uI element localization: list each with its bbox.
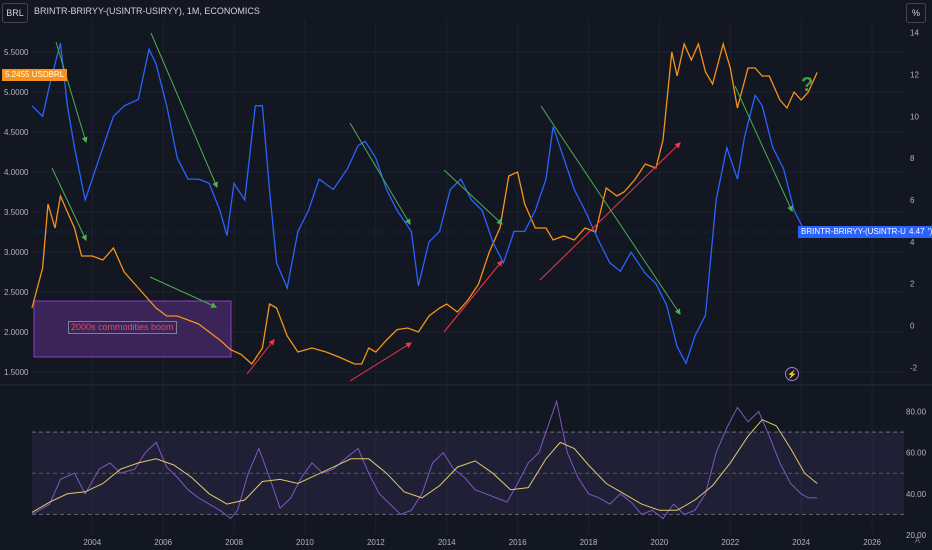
usdbrl-line <box>31 41 818 365</box>
percent-scale-button[interactable]: % <box>906 3 926 23</box>
auto-scale-button[interactable]: A <box>914 536 920 545</box>
rsi-tick-label: 40.00 <box>906 490 927 499</box>
x-tick-label: 2026 <box>863 538 881 547</box>
green-arrow-5 <box>349 122 411 226</box>
x-tick-label: 2012 <box>367 538 385 547</box>
spread-line <box>31 42 818 365</box>
left-tick-label: 2.0000 <box>4 328 29 337</box>
left-tick-label: 2.5000 <box>4 288 29 297</box>
right-tick-label: 8 <box>910 154 915 163</box>
trend-arrows <box>51 32 793 382</box>
right-tick-label: 4 <box>910 238 915 247</box>
usdbrl-name: USDBRL <box>31 70 65 79</box>
right-tick-label: -2 <box>910 363 918 372</box>
usdbrl-price-tag: 5.2455 USDBRL <box>2 69 68 81</box>
x-axis: 2004 2006 2008 2010 2012 2014 2016 2018 2020 2022… <box>83 538 881 547</box>
lightning-icon[interactable]: ⚡ <box>785 367 799 381</box>
left-tick-label: 5.0000 <box>4 88 29 97</box>
series-layer <box>31 41 818 520</box>
x-tick-label: 2020 <box>651 538 669 547</box>
green-arrow-7 <box>540 105 681 315</box>
annotation-boxes <box>33 300 232 358</box>
left-tick-label: 3.0000 <box>4 248 29 257</box>
commodities-boom-label: 2000s commodities boom <box>68 321 177 334</box>
right-tick-label: 10 <box>910 112 919 121</box>
x-tick-label: 2008 <box>225 538 243 547</box>
right-tick-label: 0 <box>910 322 915 331</box>
x-tick-label: 2014 <box>438 538 456 547</box>
right-axis: 14 12 10 8 6 4 2 0 -2 <box>910 29 919 373</box>
left-tick-label: 3.5000 <box>4 208 29 217</box>
green-arrow-3 <box>150 32 218 189</box>
green-arrow-2 <box>51 167 87 242</box>
left-axis: 5.5000 5.0000 4.5000 4.0000 3.5000 3.0000 2.50… <box>4 48 29 377</box>
left-tick-label: 5.5000 <box>4 48 29 57</box>
right-tick-label: 2 <box>910 280 915 289</box>
symbol-button[interactable]: BRL <box>2 3 28 23</box>
left-tick-label: 4.0000 <box>4 168 29 177</box>
x-tick-label: 2022 <box>721 538 739 547</box>
rsi-line <box>31 399 818 520</box>
spread-value-tag: 4.47 <box>906 226 928 238</box>
green-arrow-6 <box>443 169 503 225</box>
green-arrow-1 <box>55 41 88 144</box>
rsi-tick-label: 20.00 <box>906 531 927 540</box>
red-arrow-4 <box>539 142 681 281</box>
left-tick-label: 4.5000 <box>4 128 29 137</box>
x-tick-label: 2018 <box>580 538 598 547</box>
right-tick-label: 14 <box>910 29 919 38</box>
grid <box>32 20 904 535</box>
x-tick-label: 2024 <box>792 538 810 547</box>
right-tick-label: 12 <box>910 70 919 79</box>
green-arrow-4 <box>149 276 218 308</box>
usdbrl-value: 5.2455 <box>5 70 30 79</box>
rsi-tick-label: 60.00 <box>906 449 927 458</box>
rsi-band <box>32 431 904 515</box>
right-tick-label: 6 <box>910 196 915 205</box>
rsi-ma-line <box>31 419 818 513</box>
x-tick-label: 2010 <box>296 538 314 547</box>
x-tick-label: 2016 <box>509 538 527 547</box>
left-tick-label: 1.5000 <box>4 368 29 377</box>
x-tick-label: 2004 <box>83 538 101 547</box>
red-arrow-2 <box>349 342 413 382</box>
commodities-boom-box <box>33 300 232 358</box>
rsi-axis: 80.00 60.00 40.00 20.00 <box>906 407 927 540</box>
chart-title: BRINTR-BRIRYY-(USINTR-USIRYY), 1M, ECONO… <box>34 6 260 16</box>
green-arrow-8 <box>734 85 793 213</box>
spread-name-tag: BRINTR-BRIRYY-(USINTR-USIRYY) <box>798 226 932 238</box>
question-mark-annotation: ? <box>801 74 814 96</box>
x-tick-label: 2006 <box>154 538 172 547</box>
rsi-tick-label: 80.00 <box>906 407 927 416</box>
red-arrow-3 <box>443 260 503 333</box>
red-arrow-1 <box>246 339 275 375</box>
